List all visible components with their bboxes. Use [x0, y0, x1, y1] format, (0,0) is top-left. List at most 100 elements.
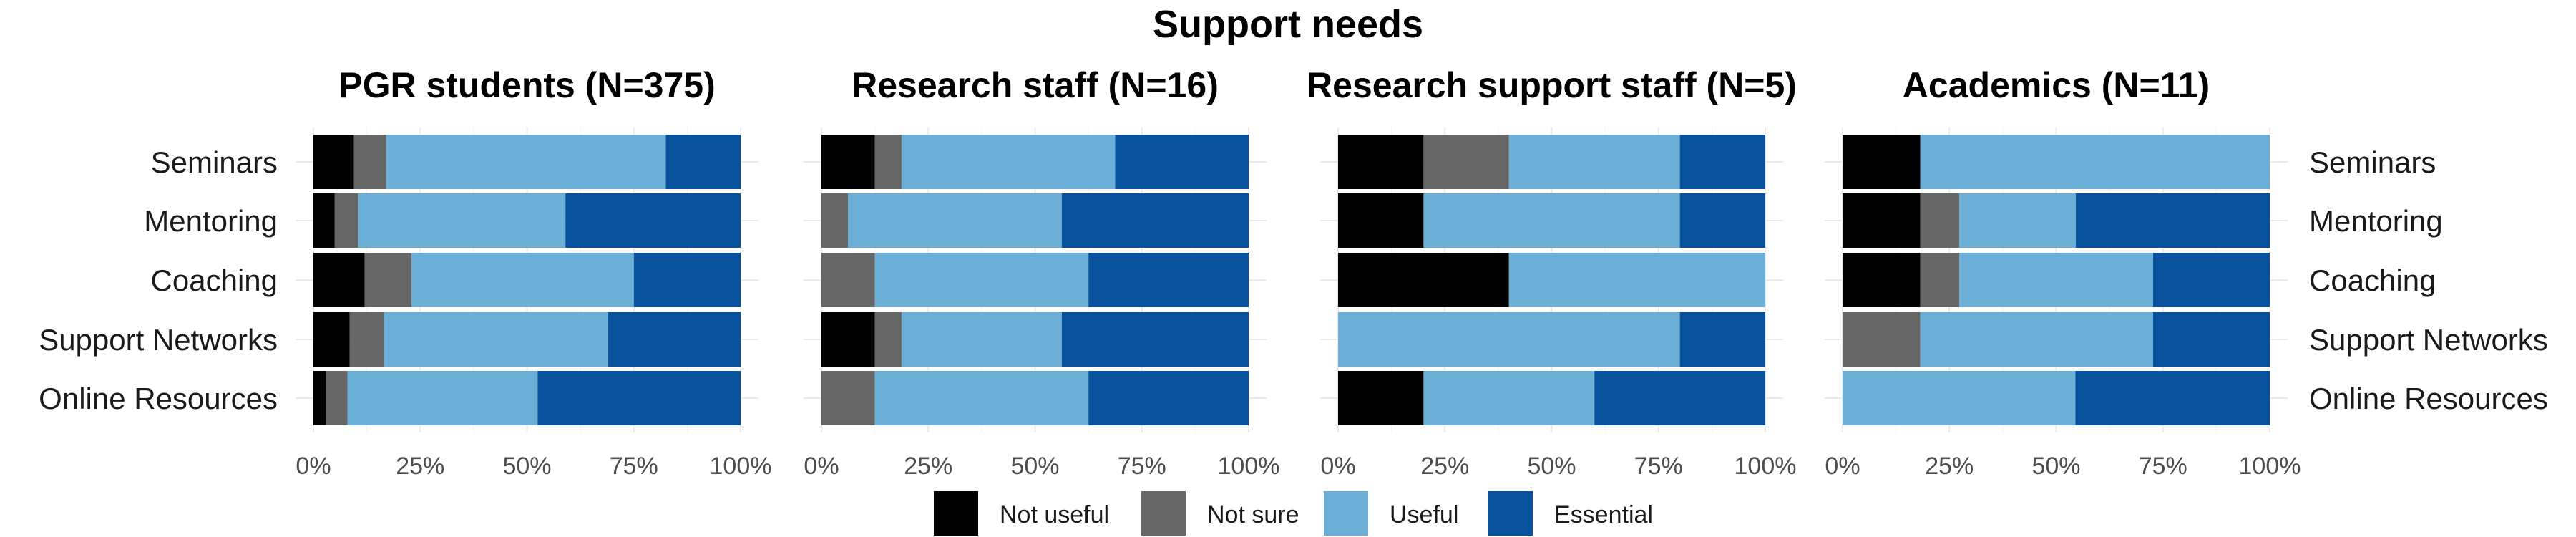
panel-3: Research support staff (N=5) 0% 25% 50% 75% 1… [1307, 65, 1797, 480]
bar-segment-useful [1508, 135, 1680, 189]
bar-segment-not-useful [1843, 193, 1921, 248]
category-label: Online Resources [2309, 382, 2548, 415]
legend-label: Useful [1390, 501, 1458, 528]
panel-2: Research staff (N=16) 0% 25% 50% 75% 100% [804, 65, 1279, 480]
panel-title: Research support staff (N=5) [1307, 65, 1797, 105]
bar-segment-useful [1423, 193, 1680, 248]
category-label: Coaching [2309, 263, 2436, 297]
bar-segment-essential [1088, 253, 1249, 307]
bar-segment-not-sure [1920, 193, 1959, 248]
x-tick-label: 100% [2239, 453, 2301, 480]
x-tick-label: 0% [296, 453, 331, 480]
x-tick-label: 25% [1925, 453, 1974, 480]
bar-segment-essential [665, 135, 741, 189]
bar-segment-essential [1594, 371, 1765, 425]
x-tick-label: 100% [1735, 453, 1797, 480]
bar-segment-not-useful [313, 312, 350, 367]
bar-segment-essential [1679, 135, 1765, 189]
x-tick-label: 50% [1527, 453, 1576, 480]
legend-item: Not useful [934, 491, 1109, 536]
bar-segment-useful [358, 193, 566, 248]
legend: Not useful Not sure Useful Essential [934, 491, 1653, 536]
bar-segment-essential [2075, 371, 2270, 425]
bar-segment-useful [1338, 312, 1680, 367]
x-tick-label: 50% [2031, 453, 2080, 480]
bar-segment-essential [565, 193, 741, 248]
x-tick-label: 75% [1634, 453, 1683, 480]
bar-segment-not-sure [364, 253, 412, 307]
bar-segment-useful [347, 371, 538, 425]
bar-segment-not-sure [821, 253, 875, 307]
bar-segment-useful [874, 371, 1089, 425]
bar-segment-not-useful [821, 135, 875, 189]
panel-title: Research staff (N=16) [852, 65, 1219, 105]
category-label: Coaching [151, 263, 278, 297]
legend-item: Essential [1488, 491, 1653, 536]
bar-segment-essential [537, 371, 741, 425]
bar-segment-essential [1115, 135, 1249, 189]
bar-segment-useful [386, 135, 666, 189]
category-labels-right: Seminars Mentoring Coaching Support Network… [2309, 145, 2548, 415]
bar-segment-essential [633, 253, 741, 307]
bar-segment-useful [1843, 371, 2076, 425]
category-label: Support Networks [2309, 323, 2548, 357]
legend-item: Useful [1324, 491, 1458, 536]
legend-swatch [1324, 491, 1368, 536]
bar-segment-not-sure [353, 135, 386, 189]
bar-segment-not-sure [334, 193, 358, 248]
bar-segment-useful [384, 312, 608, 367]
bar-segment-not-useful [313, 371, 326, 425]
bar-segment-essential [608, 312, 741, 367]
bar-segment-essential [2153, 253, 2270, 307]
x-tick-label: 50% [502, 453, 551, 480]
legend-swatch [934, 491, 978, 536]
bar-segment-useful [848, 193, 1062, 248]
bar-segment-not-sure [821, 193, 849, 248]
bar-segment-not-sure [349, 312, 384, 367]
bar-segment-not-useful [1338, 371, 1424, 425]
bar-segment-not-sure [821, 371, 875, 425]
bar-segment-not-useful [1843, 135, 1921, 189]
bar-segment-useful [1958, 193, 2076, 248]
x-tick-label: 25% [904, 453, 952, 480]
bar-segment-essential [1061, 193, 1249, 248]
bar-segment-useful [1958, 253, 2154, 307]
bar-segment-not-useful [821, 312, 875, 367]
bar-segment-essential [1061, 312, 1249, 367]
x-tick-label: 75% [610, 453, 658, 480]
chart-panels: PGR students (N=375)0% 25% 50% 75% 100%Resea… [296, 65, 2301, 480]
x-tick-label: 100% [1218, 453, 1280, 480]
x-tick-label: 75% [2139, 453, 2187, 480]
panel-4: Academics (N=11) 0% 25% 50% 75% 100% [1825, 65, 2301, 480]
legend-item: Not sure [1141, 491, 1299, 536]
bar-segment-essential [1679, 312, 1765, 367]
bar-segment-not-sure [1423, 135, 1509, 189]
bar-segment-not-sure [874, 135, 902, 189]
bar-segment-useful [1920, 135, 2270, 189]
bar-segment-essential [2075, 193, 2270, 248]
panel-title: PGR students (N=375) [338, 65, 716, 105]
bar-segment-not-useful [313, 253, 365, 307]
x-tick-label: 25% [396, 453, 444, 480]
x-tick-label: 50% [1010, 453, 1059, 480]
bar-segment-useful [411, 253, 634, 307]
bar-segment-not-useful [1338, 135, 1424, 189]
bar-segment-useful [1508, 253, 1765, 307]
bar-segment-useful [874, 253, 1089, 307]
bar-segment-essential [1088, 371, 1249, 425]
legend-label: Essential [1554, 501, 1653, 528]
x-tick-label: 0% [804, 453, 839, 480]
bar-segment-not-useful [1338, 253, 1509, 307]
category-label: Seminars [2309, 145, 2436, 179]
category-labels-left: Seminars Mentoring Coaching Support Network… [39, 145, 278, 415]
bar-segment-not-useful [1338, 193, 1424, 248]
bar-segment-essential [1679, 193, 1765, 248]
category-label: Online Resources [39, 382, 278, 415]
category-label: Support Networks [39, 323, 278, 357]
x-tick-label: 75% [1118, 453, 1166, 480]
legend-label: Not useful [1000, 501, 1109, 528]
category-label: Seminars [151, 145, 278, 179]
category-label: Mentoring [2309, 204, 2443, 238]
x-tick-label: 100% [710, 453, 772, 480]
